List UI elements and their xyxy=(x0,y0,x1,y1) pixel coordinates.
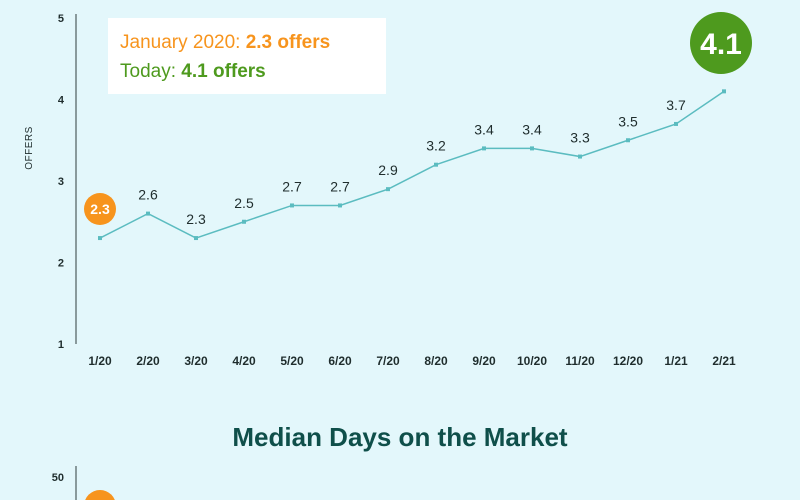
first-value-badge-2 xyxy=(85,490,115,500)
x-tick-label: 6/20 xyxy=(328,354,352,368)
x-tick-label: 2/21 xyxy=(712,354,736,368)
x-tick-label: 1/21 xyxy=(664,354,688,368)
callout-line-today: Today: 4.1 offers xyxy=(120,57,374,86)
comparison-callout: January 2020: 2.3 offers Today: 4.1 offe… xyxy=(108,18,386,94)
x-tick-label: 3/20 xyxy=(184,354,208,368)
y-tick-label: 5 xyxy=(58,13,64,25)
data-label: 3.4 xyxy=(522,121,542,137)
y-tick-label: 4 xyxy=(58,95,65,107)
x-tick-label: 9/20 xyxy=(472,354,496,368)
callout-january-value: 2.3 offers xyxy=(245,32,331,53)
data-label: 3.2 xyxy=(426,138,446,154)
x-tick-label: 1/20 xyxy=(88,354,112,368)
x-tick-label: 4/20 xyxy=(232,354,256,368)
data-point xyxy=(626,138,630,143)
data-label: 2.3 xyxy=(186,211,206,227)
y-tick-group: 1 2 3 4 5 xyxy=(58,13,65,351)
x-tick-label: 12/20 xyxy=(613,354,643,368)
data-point xyxy=(578,154,582,159)
offers-chart: OFFERS 1 2 3 4 5 1/20 2/20 3/20 4/20 5/20 6/20 7/2… xyxy=(24,12,752,368)
data-point xyxy=(98,236,102,241)
data-point-group xyxy=(98,89,726,241)
data-label: 3.7 xyxy=(666,97,686,113)
callout-january-prefix: January 2020: xyxy=(120,32,246,53)
callout-today-prefix: Today: xyxy=(120,61,182,82)
data-point xyxy=(722,89,726,94)
last-value-badge: 4.1 xyxy=(690,12,752,74)
data-point xyxy=(482,146,486,151)
x-tick-label: 8/20 xyxy=(424,354,448,368)
x-tick-label: 11/20 xyxy=(565,354,595,368)
first-value-badge: 2.3 xyxy=(84,193,116,225)
x-tick-label: 5/20 xyxy=(280,354,304,368)
data-label-group: 2.6 2.3 2.5 2.7 2.7 2.9 3.2 3.4 3.4 3.3 3.5 3.7 xyxy=(138,97,686,227)
x-tick-label: 10/20 xyxy=(517,354,547,368)
data-label: 3.5 xyxy=(618,113,638,129)
x-tick-label: 7/20 xyxy=(376,354,400,368)
x-tick-label: 2/20 xyxy=(136,354,160,368)
y-axis-label: OFFERS xyxy=(24,126,35,170)
days-on-market-chart: 50 xyxy=(52,466,115,500)
data-label: 3.4 xyxy=(474,121,494,137)
data-point xyxy=(434,162,438,167)
data-point xyxy=(290,203,294,208)
data-point xyxy=(530,146,534,151)
y-tick-label-50: 50 xyxy=(52,472,64,484)
data-point xyxy=(146,211,150,216)
days-on-market-title: Median Days on the Market xyxy=(232,422,568,452)
y-tick-label: 3 xyxy=(58,176,64,188)
callout-today-value: 4.1 offers xyxy=(181,61,266,82)
first-value-badge-text: 2.3 xyxy=(90,201,110,217)
last-value-badge-text: 4.1 xyxy=(700,28,742,61)
data-point xyxy=(386,187,390,192)
offers-series-line xyxy=(99,90,725,239)
y-tick-label: 1 xyxy=(58,339,64,351)
x-tick-group: 1/20 2/20 3/20 4/20 5/20 6/20 7/20 8/20 9/20 10/2… xyxy=(88,354,736,368)
data-point xyxy=(242,219,246,224)
data-label: 2.6 xyxy=(138,187,158,203)
callout-line-january: January 2020: 2.3 offers xyxy=(120,28,374,57)
data-point xyxy=(674,121,678,126)
data-label: 2.5 xyxy=(234,195,254,211)
y-tick-label: 2 xyxy=(58,258,64,270)
data-label: 2.9 xyxy=(378,162,398,178)
data-label: 2.7 xyxy=(282,178,302,194)
data-point xyxy=(338,203,342,208)
data-point xyxy=(194,236,198,241)
data-label: 2.7 xyxy=(330,178,350,194)
data-label: 3.3 xyxy=(570,130,590,146)
